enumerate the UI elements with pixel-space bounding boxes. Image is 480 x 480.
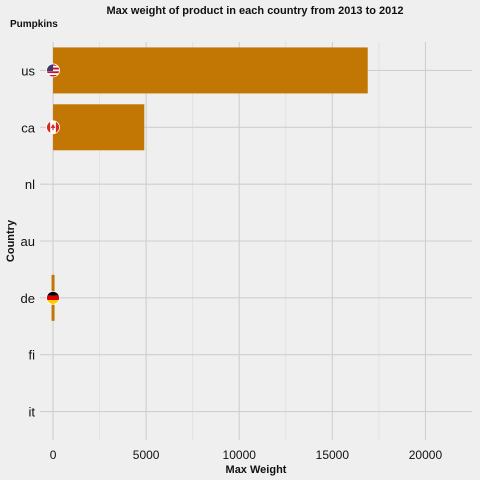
us-flag-icon (46, 63, 60, 78)
x-axis-label: Max Weight (226, 464, 287, 476)
bar-ca (53, 104, 145, 151)
x-tick-label: 0 (50, 448, 57, 462)
flags (46, 63, 60, 305)
x-tick-label: 5000 (133, 448, 160, 462)
x-tick-label: 15000 (316, 448, 350, 462)
y-tick-label: au (21, 234, 35, 249)
bars (51, 47, 368, 321)
chart-title: Max weight of product in each country fr… (106, 5, 403, 17)
y-tick-label: de (21, 291, 35, 306)
y-tick-label: fi (29, 348, 36, 363)
y-tick-labels: us ca nl au de fi it (21, 63, 36, 419)
y-tick-label: ca (21, 120, 36, 135)
bar-us (53, 47, 368, 94)
y-axis-label: Country (5, 219, 17, 262)
x-tick-label: 20000 (409, 448, 443, 462)
canada-flag-icon (46, 120, 60, 135)
germany-flag-icon (46, 290, 60, 305)
x-tick-labels: 0 5000 10000 15000 20000 (50, 448, 443, 462)
y-tick-label: us (21, 63, 35, 78)
y-tick-label: it (29, 405, 36, 420)
chart-subtitle: Pumpkins (10, 19, 58, 30)
x-tick-label: 10000 (223, 448, 257, 462)
y-tick-label: nl (25, 177, 35, 192)
